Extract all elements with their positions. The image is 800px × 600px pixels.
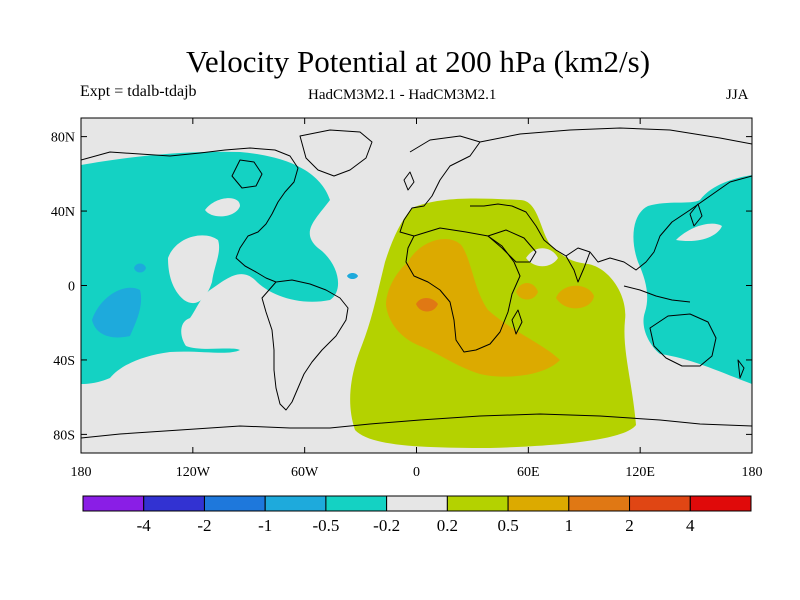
y-tick-label: 80N: [51, 131, 75, 146]
colorbar-label: -4: [137, 516, 152, 535]
colorbar-label: 0.2: [437, 516, 458, 535]
coast-greenland: [299, 129, 373, 177]
colorbar-label: 4: [686, 516, 695, 535]
coast-south-america: [261, 279, 349, 411]
colorbar-swatch: [629, 495, 691, 512]
colorbar-swatch: [446, 495, 509, 512]
colorbar-label: -2: [197, 516, 211, 535]
coast-north-america: [81, 147, 299, 283]
chart-title: Velocity Potential at 200 hPa (km2/s): [185, 44, 651, 79]
season-label: JJA: [726, 87, 749, 103]
coast-asia: [470, 127, 752, 271]
colorbar-swatch: [82, 495, 145, 512]
contour-atlantic-hole: [205, 198, 240, 217]
x-tick-label: 0: [413, 465, 420, 480]
colorbar: -4 -2 -1 -0.5 -0.2 0.2 0.5 1 2 4: [82, 495, 752, 535]
colorbar-swatch: [325, 495, 388, 512]
y-tick-label: 80S: [53, 428, 75, 443]
models-label: HadCM3M2.1 - HadCM3M2.1: [308, 87, 497, 103]
colorbar-swatch: [386, 495, 448, 512]
colorbar-swatch: [689, 495, 752, 512]
coast-europe: [399, 135, 481, 237]
coast-new-zealand: [737, 359, 745, 379]
x-tick-label: 180: [742, 465, 763, 480]
colorbar-label: -0.5: [312, 516, 339, 535]
coast-australia: [649, 313, 717, 367]
contour-atlantic-blue-small: [347, 273, 358, 279]
contour-west-pacific-negative: [633, 175, 752, 384]
contour-pacific-hole: [168, 235, 220, 304]
coast-antarctica: [81, 413, 752, 439]
coast-hudson: [231, 159, 263, 189]
coast-india: [565, 251, 591, 283]
coast-indonesia: [623, 285, 691, 303]
contour-pacific-blue-small: [134, 263, 146, 273]
y-tick-label: 0: [68, 280, 75, 295]
contour-africa-orange: [386, 239, 560, 377]
colorbar-swatch: [507, 495, 570, 512]
colorbar-label: 2: [625, 516, 634, 535]
y-tick-label: 40S: [53, 354, 75, 369]
coast-arabia: [487, 229, 537, 263]
coast-madagascar: [511, 309, 523, 335]
experiment-label: Expt = tdalb-tdajb: [80, 83, 197, 100]
x-tick-label: 120W: [176, 465, 211, 480]
coastlines: [81, 127, 752, 439]
colorbar-swatch: [203, 495, 266, 512]
contour-pacific-blue: [92, 287, 142, 338]
colorbar-label: 0.5: [497, 516, 518, 535]
colorbar-label: 1: [565, 516, 574, 535]
colorbar-swatch: [568, 495, 631, 512]
contour-indian-orange: [556, 285, 594, 309]
x-tick-label: 60E: [517, 465, 540, 480]
contour-africa-dark-orange: [416, 298, 438, 312]
colorbar-swatch: [264, 495, 327, 512]
x-tick-label: 180: [71, 465, 92, 480]
contour-west-pacific-hole: [676, 223, 722, 242]
x-tick-label: 60W: [291, 465, 319, 480]
coast-japan: [689, 203, 703, 227]
coast-africa: [405, 227, 521, 353]
colorbar-label: -0.2: [373, 516, 400, 535]
contour-indian-orange-small: [516, 283, 538, 300]
axis-ticks: 180 120W 60W 0 60E 120E 180 80N 40N 0 40S 80S: [51, 118, 763, 480]
contour-indian-hole-2: [526, 248, 558, 267]
coast-uk: [403, 171, 415, 191]
colorbar-label: -1: [258, 516, 272, 535]
colorbar-swatch: [143, 495, 205, 512]
x-tick-label: 120E: [625, 465, 655, 480]
y-tick-label: 40N: [51, 205, 75, 220]
